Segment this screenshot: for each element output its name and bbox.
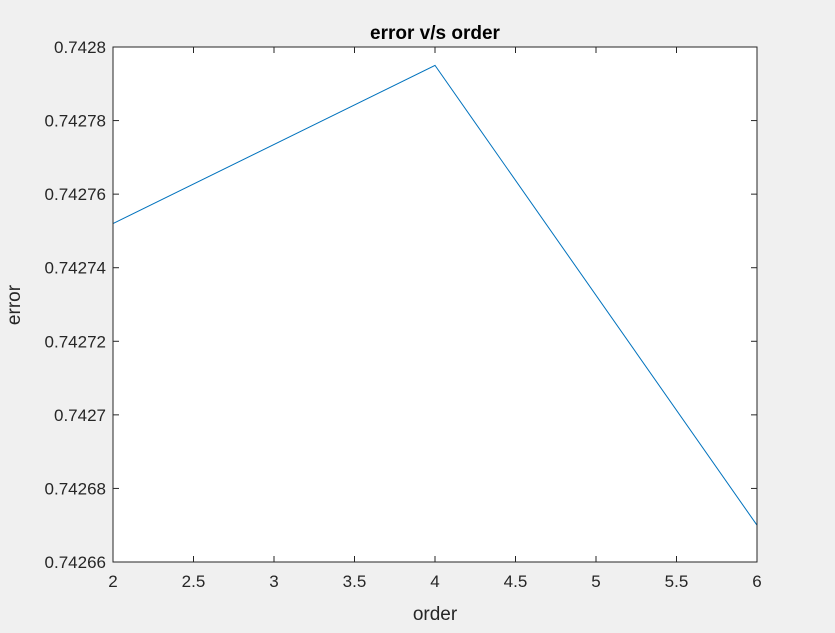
y-tick-label: 0.74278 [45,112,106,131]
y-tick-label: 0.74276 [45,185,106,204]
x-tick-label: 2 [108,572,117,591]
y-ticks: 0.74266 0.74268 0.7427 0.74272 0.74274 0.7427… [45,38,757,572]
x-tick-label: 5.5 [665,572,689,591]
y-tick-label: 0.74268 [45,479,106,498]
x-tick-label: 6 [752,572,761,591]
y-axis-label: error [4,284,25,325]
y-tick-label: 0.74274 [45,259,106,278]
x-tick-label: 2.5 [182,572,206,591]
x-ticks: 2 2.5 3 3.5 4 4.5 5 5.5 6 [108,47,762,591]
x-tick-label: 5 [591,572,600,591]
axes-background [113,47,757,562]
y-tick-label: 0.74266 [45,553,106,572]
x-tick-label: 4 [430,572,439,591]
series-line-0 [112,64,758,526]
chart-title: error v/s order [370,23,500,44]
y-tick-label: 0.7427 [54,406,106,425]
y-tick-label: 0.7428 [54,38,106,57]
x-tick-label: 4.5 [504,572,528,591]
x-tick-label: 3.5 [343,572,367,591]
series-layer [112,64,758,526]
x-tick-label: 3 [269,572,278,591]
y-tick-label: 0.74272 [45,332,106,351]
x-axis-label: order [413,604,458,625]
